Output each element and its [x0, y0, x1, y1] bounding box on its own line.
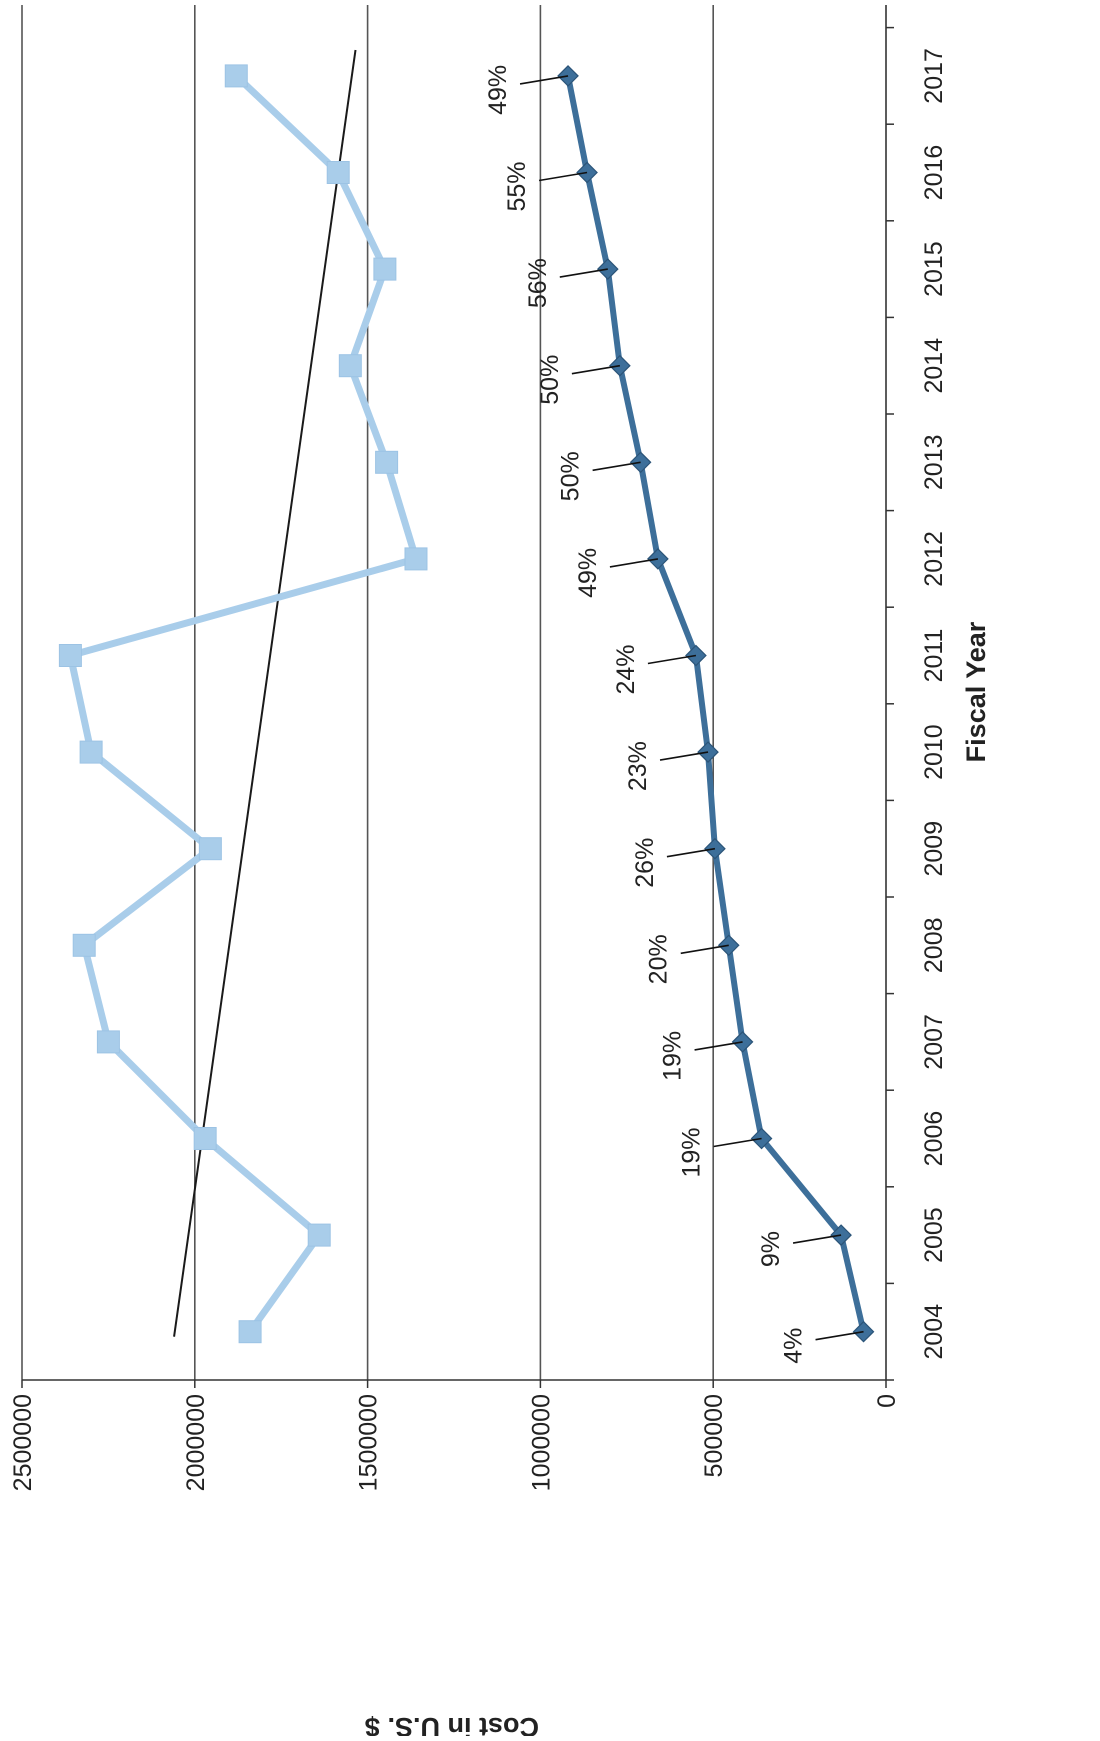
series-point — [239, 1321, 261, 1343]
value-tick-label: 500000 — [700, 1394, 728, 1477]
series-point — [73, 934, 95, 956]
series-point — [80, 741, 102, 763]
x-axis-title: Fiscal Year — [961, 621, 991, 762]
series-line — [70, 76, 416, 1332]
data-label: 24% — [612, 644, 640, 694]
data-label-leader — [816, 1332, 864, 1340]
data-label-leader — [681, 945, 729, 953]
category-tick-label: 2013 — [920, 434, 948, 490]
category-tick-label: 2011 — [920, 629, 948, 683]
category-tick-label: 2005 — [920, 1207, 948, 1263]
series-point — [59, 645, 81, 667]
category-tick-label: 2014 — [920, 338, 948, 394]
data-label-leader — [648, 656, 696, 664]
data-label-leader — [695, 1042, 743, 1050]
series-layer — [59, 50, 873, 1343]
grid-layer — [22, 5, 713, 1380]
data-label: 50% — [536, 355, 564, 405]
data-label: 19% — [678, 1127, 706, 1177]
data-label-leader — [593, 462, 641, 470]
data-label-leader — [714, 1139, 762, 1147]
series-point — [308, 1224, 330, 1246]
category-tick-label: 2007 — [920, 1014, 948, 1070]
category-tick-label: 2009 — [920, 821, 948, 877]
data-label-leader — [660, 752, 708, 760]
data-label: 49% — [574, 548, 602, 598]
data-label: 56% — [524, 258, 552, 308]
series-point — [405, 548, 427, 570]
category-tick-label: 2017 — [920, 48, 948, 104]
data-label-leader — [560, 269, 608, 277]
data-label-leader — [520, 76, 568, 84]
axis-layer: 0 500000 1000000 1500000 2000000 2500000 2004 2… — [9, 5, 991, 1736]
data-label: 9% — [757, 1231, 785, 1267]
data-label: 50% — [557, 451, 585, 501]
data-label: 23% — [624, 741, 652, 791]
category-tick-label: 2016 — [920, 145, 948, 201]
series-point — [339, 355, 361, 377]
data-label: 55% — [503, 161, 531, 211]
value-tick-label: 1500000 — [355, 1394, 383, 1491]
series-point — [374, 258, 396, 280]
series-point — [327, 162, 349, 184]
data-label: 20% — [645, 934, 673, 984]
data-label-leader — [572, 366, 620, 374]
value-tick-label: 0 — [873, 1394, 901, 1408]
category-tick-label: 2010 — [920, 724, 948, 780]
data-label: 4% — [780, 1328, 808, 1364]
series-point — [97, 1031, 119, 1053]
y-axis-title: Cost in U.S. $ — [365, 1712, 539, 1736]
category-tick-label: 2008 — [920, 917, 948, 973]
value-tick-label: 1000000 — [527, 1394, 555, 1491]
data-label-leader — [793, 1235, 841, 1243]
value-tick-label: 2500000 — [9, 1394, 37, 1491]
category-tick-label: 2006 — [920, 1111, 948, 1167]
series-point — [376, 451, 398, 473]
value-tick-label: 2000000 — [182, 1394, 210, 1491]
data-label: 26% — [631, 838, 659, 888]
series-point — [194, 1128, 216, 1150]
category-tick-label: 2015 — [920, 241, 948, 297]
series-point — [225, 65, 247, 87]
category-tick-label: 2004 — [920, 1304, 948, 1360]
data-label-leader — [667, 849, 715, 857]
category-tick-label: 2012 — [920, 531, 948, 587]
data-label-leader — [539, 173, 587, 181]
data-label-leader — [610, 559, 658, 567]
data-label: 19% — [659, 1031, 687, 1081]
series-point — [199, 838, 221, 860]
data-label: 49% — [484, 65, 512, 115]
